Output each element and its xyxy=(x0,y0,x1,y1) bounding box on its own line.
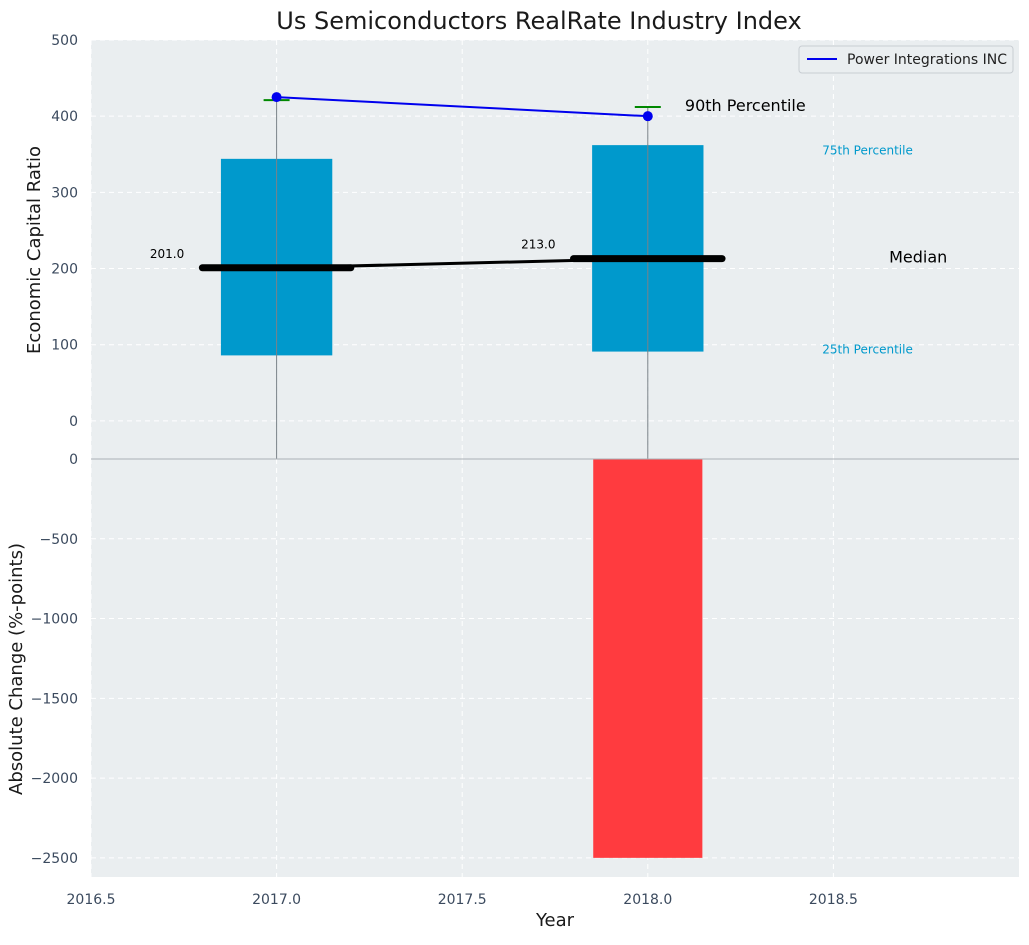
top-y-tick-label: 0 xyxy=(69,414,78,430)
top-y-tick-label: 500 xyxy=(51,33,78,49)
bottom-y-tick-label: −1500 xyxy=(31,691,78,707)
top-y-axis-label: Economic Capital Ratio xyxy=(24,146,45,354)
top-y-tick-label: 400 xyxy=(51,109,78,125)
x-tick-label: 2017.0 xyxy=(252,892,301,908)
company-point-2018 xyxy=(642,111,653,122)
x-tick-label: 2018.0 xyxy=(623,892,672,908)
annotation-median: Median xyxy=(889,248,947,267)
bottom-plot-area xyxy=(91,459,1019,877)
annotation-p75: 75th Percentile xyxy=(822,143,913,157)
bottom-y-ticks: 0 −500 −1000 −1500 −2000 −2500 xyxy=(31,452,78,867)
company-line xyxy=(276,96,648,118)
x-tick-label: 2016.5 xyxy=(67,892,116,908)
top-y-tick-label: 200 xyxy=(51,262,78,278)
change-bar-2018 xyxy=(593,459,703,858)
bottom-marks xyxy=(91,458,1019,858)
top-y-tick-label: 100 xyxy=(51,338,78,354)
bottom-y-tick-label: −2500 xyxy=(31,851,78,867)
annotation-p90: 90th Percentile xyxy=(685,96,806,115)
top-y-tick-label: 300 xyxy=(51,185,78,201)
legend-entry-company: Power Integrations INC xyxy=(847,52,1007,68)
legend-box xyxy=(798,45,1014,74)
annotation-p25: 25th Percentile xyxy=(822,343,913,357)
top-y-ticks: 0 100 200 300 400 500 xyxy=(51,33,78,430)
bottom-y-axis-label: Absolute Change (%-points) xyxy=(6,543,27,795)
company-point-2017 xyxy=(271,92,282,103)
legend: Power Integrations INC xyxy=(798,45,1014,74)
median-value-label: 201.0 xyxy=(150,247,184,261)
x-axis-label: Year xyxy=(535,910,575,931)
x-ticks: 2016.5 2017.0 2017.5 2018.0 2018.5 xyxy=(67,892,858,908)
median-value-label: 213.0 xyxy=(521,238,555,252)
bottom-y-tick-label: −1000 xyxy=(31,612,78,628)
x-tick-label: 2017.5 xyxy=(438,892,487,908)
bottom-y-tick-label: 0 xyxy=(69,452,78,468)
x-tick-label: 2018.5 xyxy=(809,892,858,908)
top-marks: 201.0 213.0 90th Percentile 75th Percentile… xyxy=(150,92,947,459)
bottom-y-tick-label: −2000 xyxy=(31,771,78,787)
chart-title: Us Semiconductors RealRate Industry Inde… xyxy=(276,7,801,35)
bottom-y-tick-label: −500 xyxy=(40,532,78,548)
